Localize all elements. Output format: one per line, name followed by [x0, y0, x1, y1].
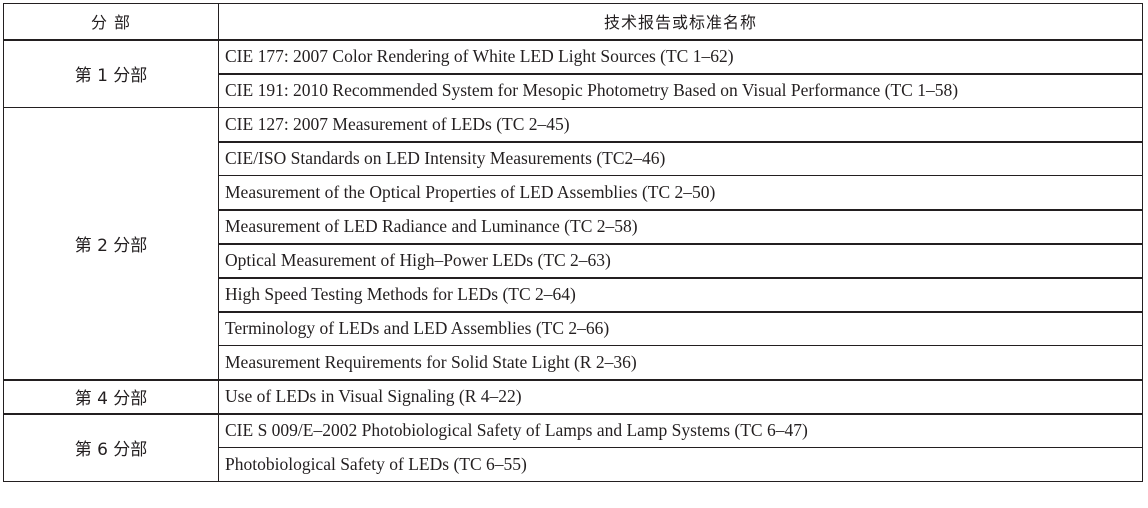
- title-cell: High Speed Testing Methods for LEDs (TC …: [218, 276, 1143, 312]
- title-cell: Measurement Requirements for Solid State…: [218, 345, 1143, 380]
- header-part: 分 部: [3, 3, 219, 40]
- table-row: High Speed Testing Methods for LEDs (TC …: [4, 276, 1143, 312]
- title-cell: CIE S 009/E–2002 Photobiological Safety …: [218, 412, 1143, 448]
- part-cell: 第 1 分部: [3, 38, 219, 108]
- table-row: 第 1 分部 CIE 177: 2007 Color Rendering of …: [3, 38, 1143, 108]
- title-cell: CIE 177: 2007 Color Rendering of White L…: [218, 38, 1143, 74]
- table-row: CIE/ISO Standards on LED Intensity Measu…: [4, 140, 1143, 176]
- table-row: Optical Measurement of High–Power LEDs (…: [4, 242, 1143, 278]
- table-row: Measurement of LED Radiance and Luminanc…: [4, 208, 1143, 244]
- header-name: 技术报告或标准名称: [218, 3, 1143, 40]
- table-row: Photobiological Safety of LEDs (TC 6–55): [4, 447, 1143, 482]
- table-row: CIE 191: 2010 Recommended System for Mes…: [4, 72, 1143, 108]
- title-cell: Measurement of the Optical Properties of…: [218, 175, 1143, 210]
- standards-table: 分 部 技术报告或标准名称 第 1 分部 CIE 177: 2007 Color…: [3, 3, 1143, 482]
- title-cell: CIE 191: 2010 Recommended System for Mes…: [218, 72, 1143, 108]
- table-row: 第 2 分部 CIE 127: 2007 Measurement of LEDs…: [3, 107, 1143, 380]
- title-cell: Measurement of LED Radiance and Luminanc…: [218, 208, 1143, 244]
- title-cell: Photobiological Safety of LEDs (TC 6–55): [218, 447, 1143, 482]
- part-cell: 第 2 分部: [3, 107, 219, 380]
- title-cell: CIE 127: 2007 Measurement of LEDs (TC 2–…: [218, 107, 1143, 142]
- title-cell: Use of LEDs in Visual Signaling (R 4–22): [218, 378, 1143, 414]
- part-cell: 第 6 分部: [3, 412, 219, 482]
- table-row: Terminology of LEDs and LED Assemblies (…: [4, 310, 1143, 346]
- table-row: 第 6 分部 CIE S 009/E–2002 Photobiological …: [3, 412, 1143, 482]
- title-cell: Optical Measurement of High–Power LEDs (…: [218, 242, 1143, 278]
- title-cell: CIE/ISO Standards on LED Intensity Measu…: [218, 140, 1143, 176]
- table-row: Measurement Requirements for Solid State…: [4, 345, 1143, 380]
- part-cell: 第 4 分部: [3, 378, 219, 414]
- header-row: 分 部 技术报告或标准名称: [3, 3, 1143, 40]
- table-row: 第 4 分部 Use of LEDs in Visual Signaling (…: [3, 378, 1143, 414]
- title-cell: Terminology of LEDs and LED Assemblies (…: [218, 310, 1143, 346]
